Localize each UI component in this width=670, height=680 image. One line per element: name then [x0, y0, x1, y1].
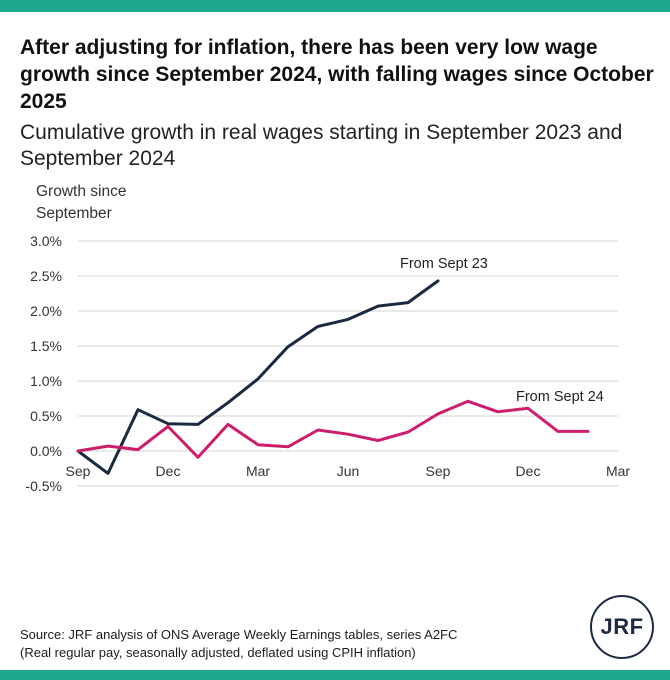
y-tick-label: 2.0% — [30, 303, 62, 319]
y-tick-label: 3.0% — [30, 233, 62, 249]
bottom-accent-bar — [0, 670, 670, 680]
y-tick-label: 1.5% — [30, 338, 62, 354]
top-accent-bar — [0, 0, 670, 12]
jrf-logo: JRF — [590, 595, 654, 659]
y-tick-label: 0.5% — [30, 408, 62, 424]
source-line-1: Source: JRF analysis of ONS Average Week… — [20, 627, 458, 642]
y-tick-label: 0.0% — [30, 443, 62, 459]
x-tick-label: Dec — [516, 463, 541, 479]
grid-lines — [78, 240, 618, 487]
series-label-sept-24: From Sept 24 — [516, 389, 604, 405]
series-annotations: From Sept 23 From Sept 24 — [400, 256, 604, 405]
y-tick-label: 2.5% — [30, 268, 62, 284]
source-line-2: (Real regular pay, seasonally adjusted, … — [20, 645, 416, 660]
y-axis-ticks: -0.5% 0.0% 0.5% 1.0% 1.5% 2.0% 2.5% 3.0% — [25, 233, 62, 494]
series-lines — [76, 279, 590, 475]
y-tick-label: -0.5% — [25, 478, 62, 494]
x-tick-label: Mar — [246, 463, 270, 479]
series-label-sept-23: From Sept 23 — [400, 256, 488, 272]
chart-subtitle: Cumulative growth in real wages starting… — [20, 121, 623, 170]
series-line-sept-23 — [76, 279, 440, 475]
x-tick-label: Jun — [337, 463, 360, 479]
chart-title: After adjusting for inflation, there has… — [20, 36, 654, 113]
y-tick-label: 1.0% — [30, 373, 62, 389]
series-line-sept-24 — [76, 399, 590, 459]
line-chart: -0.5% 0.0% 0.5% 1.0% 1.5% 2.0% 2.5% 3.0% Sep Dec… — [25, 233, 631, 494]
x-axis-ticks: Sep Dec Mar Jun Sep Dec Mar — [66, 463, 631, 479]
source-note: Source: JRF analysis of ONS Average Week… — [20, 626, 580, 662]
x-tick-label: Dec — [156, 463, 181, 479]
x-tick-label: Sep — [66, 463, 91, 479]
x-tick-label: Sep — [426, 463, 451, 479]
y-axis-label: Growth since September — [36, 183, 127, 222]
x-tick-label: Mar — [606, 463, 630, 479]
